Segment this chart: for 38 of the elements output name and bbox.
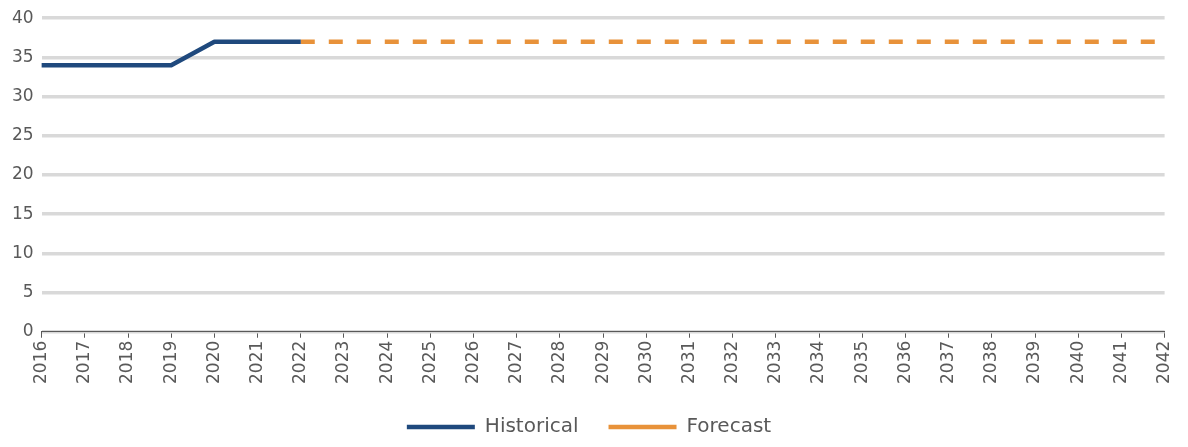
x-tick-label: 2029 xyxy=(591,340,612,384)
x-tick-label: 2021 xyxy=(246,340,267,384)
x-tick-label: 2031 xyxy=(677,340,698,384)
legend-label: Historical xyxy=(484,413,579,438)
x-tick-label: 2020 xyxy=(202,340,223,384)
x-tick-label: 2039 xyxy=(1023,340,1044,384)
x-tick-label: 2041 xyxy=(1109,340,1130,384)
x-tick-label: 2018 xyxy=(116,340,137,384)
x-tick-label: 2040 xyxy=(1066,340,1087,384)
x-tick-label: 2034 xyxy=(807,340,828,384)
x-tick-label: 2033 xyxy=(764,340,785,384)
x-tick-label: 2024 xyxy=(375,340,396,384)
x-tick-label: 2028 xyxy=(548,340,569,384)
y-tick-label: 20 xyxy=(11,163,34,184)
x-tick-label: 2030 xyxy=(634,340,655,384)
y-tick-label: 0 xyxy=(22,320,34,341)
y-tick-label: 10 xyxy=(11,241,34,262)
y-tick-label: 35 xyxy=(11,45,34,66)
x-tick-label: 2042 xyxy=(1153,340,1174,384)
y-tick-label: 5 xyxy=(22,280,34,301)
x-tick-label: 2022 xyxy=(289,340,310,384)
y-tick-label: 40 xyxy=(11,6,34,27)
x-tick-label: 2027 xyxy=(505,340,526,384)
x-tick-label: 2036 xyxy=(893,340,914,384)
y-tick-label: 25 xyxy=(11,124,34,145)
x-tick-label: 2026 xyxy=(461,340,482,384)
x-tick-label: 2023 xyxy=(332,340,353,384)
y-tick-label: 30 xyxy=(11,85,34,106)
x-tick-label: 2032 xyxy=(721,340,742,384)
y-tick-label: 15 xyxy=(11,202,34,223)
legend-label: Forecast xyxy=(686,413,772,438)
x-tick-label: 2035 xyxy=(850,340,871,384)
x-tick-label: 2025 xyxy=(418,340,439,384)
x-tick-label: 2019 xyxy=(159,340,180,384)
x-tick-label: 2016 xyxy=(30,340,51,384)
x-tick-label: 2017 xyxy=(73,340,94,384)
x-tick-label: 2038 xyxy=(980,340,1001,384)
x-tick-label: 2037 xyxy=(937,340,958,384)
